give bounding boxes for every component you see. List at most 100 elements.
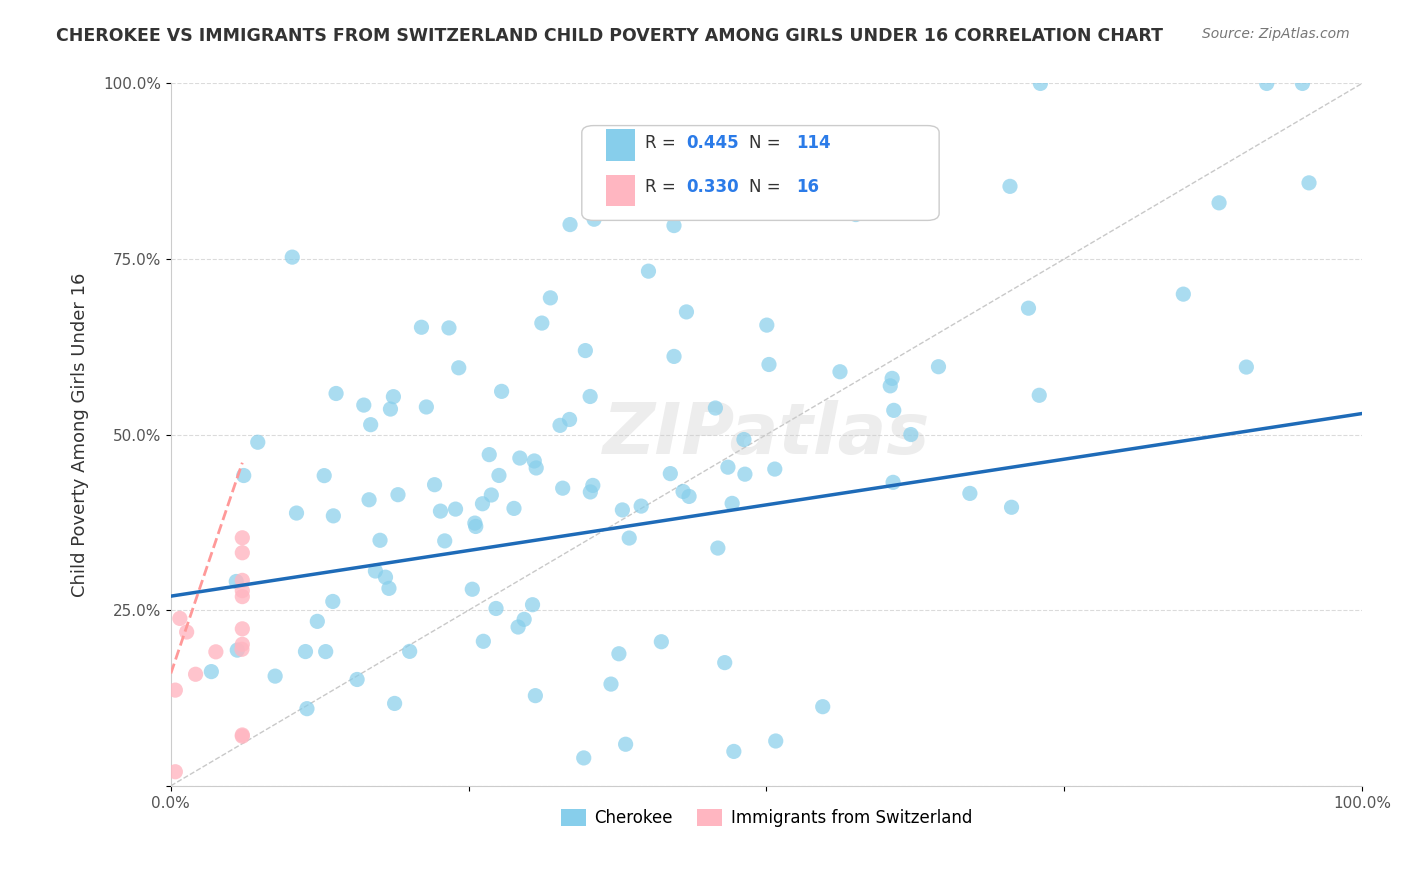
Point [429,504,451,518]
Point [281,250,304,264]
Point [200,665,222,679]
Point [551,481,574,495]
Point [845,208,868,222]
Point [231,574,253,588]
Point [678,490,700,504]
Point [662,219,685,233]
Text: R =: R = [645,134,681,153]
Point [530,316,553,330]
Point [360,417,382,432]
Point [368,533,391,548]
Point [364,564,387,578]
Point [900,427,922,442]
Bar [606,129,636,161]
Point [444,502,467,516]
Point [1017,301,1039,316]
Point [548,418,571,433]
Point [882,475,904,490]
Point [1208,195,1230,210]
Point [1234,360,1257,375]
Point [374,570,396,584]
Point [488,468,510,483]
Point [612,503,634,517]
Point [927,359,949,374]
Point [314,468,336,483]
Point [231,729,253,743]
Text: N =: N = [748,178,786,196]
Point [464,519,486,533]
Point [1298,176,1320,190]
Point [524,461,547,475]
Point [315,644,337,658]
Point [231,728,253,742]
Text: CHEROKEE VS IMMIGRANTS FROM SWITZERLAND CHILD POVERTY AMONG GIRLS UNDER 16 CORRE: CHEROKEE VS IMMIGRANTS FROM SWITZERLAND … [56,27,1163,45]
Y-axis label: Child Poverty Among Girls Under 16: Child Poverty Among Girls Under 16 [72,272,89,597]
Point [734,467,756,482]
Point [423,477,446,491]
Point [882,371,904,385]
Point [325,386,347,401]
Point [558,412,581,426]
Point [169,611,191,625]
Point [491,384,513,399]
Point [1029,77,1052,91]
Point [619,531,641,545]
Point [572,751,595,765]
Point [637,264,659,278]
Point [378,582,401,596]
Point [828,365,851,379]
Point [879,379,901,393]
Point [755,318,778,332]
Point [765,734,787,748]
Point [307,615,329,629]
Point [246,435,269,450]
Point [509,451,531,466]
Point [225,574,247,589]
Point [579,389,602,403]
Point [558,218,581,232]
Point [662,350,685,364]
Point [398,644,420,658]
Point [415,400,437,414]
Point [733,433,755,447]
Point [433,533,456,548]
Point [384,697,406,711]
Point [579,485,602,500]
Point [176,625,198,640]
Point [387,488,409,502]
Point [959,486,981,500]
Point [226,643,249,657]
Point [479,488,502,502]
Point [322,594,344,608]
Point [165,683,187,698]
Text: 16: 16 [796,178,820,196]
Point [1000,500,1022,515]
Point [231,583,253,598]
Text: R =: R = [645,178,681,196]
Point [232,468,254,483]
Point [630,499,652,513]
Point [998,179,1021,194]
Text: ZIPatlas: ZIPatlas [603,401,931,469]
Point [461,582,484,597]
Point [485,601,508,615]
Point [717,460,740,475]
Point [165,764,187,779]
Point [659,467,682,481]
Point [672,484,695,499]
Text: N =: N = [748,134,786,153]
Point [723,744,745,758]
Point [506,620,529,634]
Point [607,647,630,661]
Point [574,343,596,358]
Point [614,737,637,751]
Point [583,212,606,227]
Point [382,390,405,404]
Point [704,401,727,415]
Point [883,403,905,417]
Text: 0.445: 0.445 [686,134,740,153]
Point [1256,77,1278,91]
Point [205,645,228,659]
Point [478,448,501,462]
Text: 114: 114 [796,134,831,153]
